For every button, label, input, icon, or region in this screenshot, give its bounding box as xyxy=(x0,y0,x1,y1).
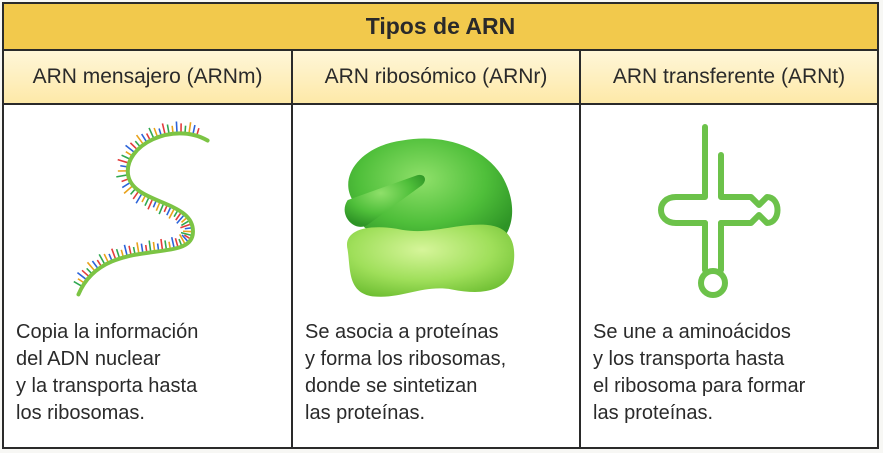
rrna-line-1: Se asocia a proteínas xyxy=(305,321,499,343)
mrna-base-tick xyxy=(136,242,140,255)
ribosome-small-subunit xyxy=(346,224,515,297)
table-body-row: Copia la información del ADN nuclear y l… xyxy=(4,105,877,447)
trna-cloverleaf-icon xyxy=(658,124,781,298)
ribosome-icon xyxy=(344,138,515,297)
trna-anticodon-stem xyxy=(702,220,724,273)
mrna-base-tick xyxy=(123,244,129,257)
table-title: Tipos de ARN xyxy=(4,4,877,51)
mrna-base-tick xyxy=(110,248,117,261)
column-header-mrna: ARN mensajero (ARNm) xyxy=(4,51,293,103)
mrna-line-1: Copia la información xyxy=(16,321,199,343)
cell-mrna: Copia la información del ADN nuclear y l… xyxy=(4,105,293,447)
trna-acceptor-stem xyxy=(702,124,724,188)
trna-left-arm xyxy=(658,182,708,226)
mrna-base-tick xyxy=(135,192,143,204)
mrna-line-2: del ADN nuclear xyxy=(16,348,161,370)
mrna-backbone xyxy=(76,131,210,297)
mrna-line-4: los ribosomas. xyxy=(16,402,145,424)
trna-line-4: las proteínas. xyxy=(593,402,714,424)
column-header-trna: ARN transferente (ARNt) xyxy=(612,65,846,88)
rrna-line-2: y forma los ribosomas, xyxy=(305,348,507,370)
mrna-base-tick xyxy=(147,198,154,210)
mrna-description: Copia la información del ADN nuclear y l… xyxy=(16,319,198,427)
mrna-base-tick xyxy=(123,184,134,194)
cell-trna: Se une a aminoácidos y los transporta ha… xyxy=(581,105,877,447)
mrna-bases xyxy=(73,121,200,288)
rrna-line-3: donde se sintetizan xyxy=(305,375,478,397)
mrna-strand-icon xyxy=(73,121,210,297)
mrna-base-tick xyxy=(148,240,152,253)
mrna-base-tick xyxy=(86,261,96,272)
column-header-row: ARN mensajero (ARNm) ARN ribosómico (ARN… xyxy=(4,51,877,105)
rrna-description: Se asocia a proteínas y forma los riboso… xyxy=(305,319,506,427)
trna-line-1: Se une a aminoácidos xyxy=(593,321,791,343)
ribosome-protrusion xyxy=(344,174,426,227)
trna-anticodon-loop xyxy=(698,268,728,298)
column-header-rrna: ARN ribosómico (ARNr) xyxy=(293,51,581,103)
mrna-base-tick xyxy=(76,272,88,281)
rrna-line-4: las proteínas. xyxy=(305,402,426,424)
trna-right-arm xyxy=(718,182,781,226)
trna-description: Se une a aminoácidos y los transporta ha… xyxy=(593,319,805,427)
trna-line-2: y los transporta hasta xyxy=(593,348,785,370)
mrna-base-tick xyxy=(98,253,106,266)
trna-line-3: el ribosoma para formar xyxy=(593,375,806,397)
mrna-line-3: y la transporta hasta xyxy=(16,375,198,397)
cell-rrna: Se asocia a proteínas y forma los riboso… xyxy=(293,105,581,447)
